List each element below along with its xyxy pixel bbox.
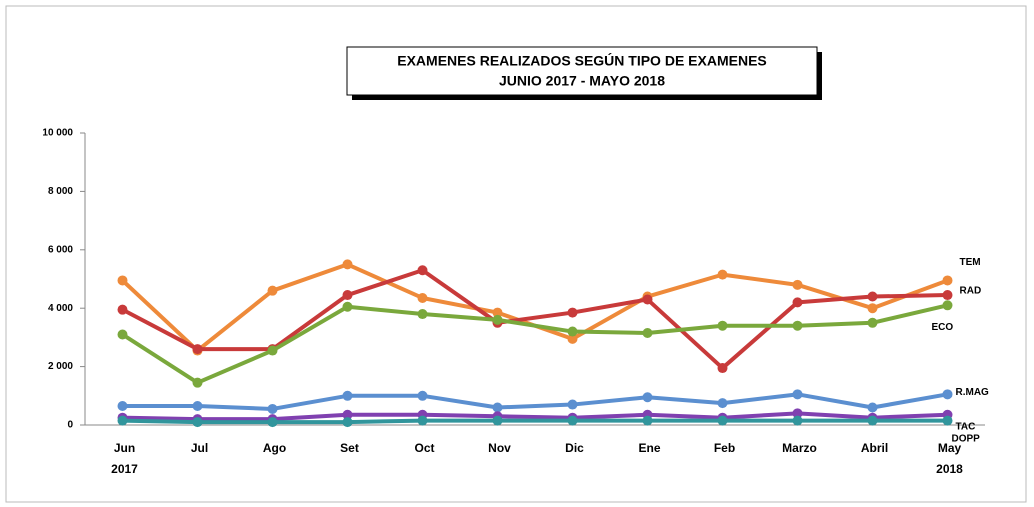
point [342, 290, 353, 301]
series-label: R.MAG [956, 387, 990, 398]
point [867, 303, 878, 314]
series-line [121, 268, 948, 371]
point [267, 285, 278, 296]
point [867, 291, 878, 302]
point [192, 344, 203, 355]
y-tick-label: 2 000 [48, 361, 73, 372]
point [642, 294, 653, 305]
point [792, 297, 803, 308]
year-label: 2017 [111, 462, 138, 476]
point [867, 415, 878, 426]
point [942, 415, 953, 426]
point [192, 417, 203, 428]
point [192, 377, 203, 388]
x-tick-label: Ene [638, 441, 660, 455]
point [792, 408, 803, 419]
x-tick-label: Jun [114, 441, 135, 455]
point [942, 275, 953, 286]
point [942, 389, 953, 400]
point [267, 417, 278, 428]
point [717, 269, 728, 280]
series-label: ECO [932, 322, 954, 333]
series-label: TEM [960, 257, 981, 268]
point [942, 300, 953, 311]
point [342, 301, 353, 312]
point [492, 314, 503, 325]
title-box [346, 46, 818, 96]
point [867, 317, 878, 328]
y-tick-label: 8 000 [48, 186, 73, 197]
point [342, 417, 353, 428]
point [567, 415, 578, 426]
point [717, 415, 728, 426]
point [117, 304, 128, 315]
x-tick-label: Feb [714, 441, 735, 455]
point [717, 363, 728, 374]
point [792, 389, 803, 400]
series-line [122, 418, 948, 425]
x-tick-label: May [938, 441, 962, 455]
point [342, 409, 353, 420]
y-tick-label: 4 000 [48, 303, 73, 314]
point [267, 345, 278, 356]
chart-subtitle: JUNIO 2017 - MAYO 2018 [499, 73, 665, 89]
y-tick-label: 10 000 [42, 128, 73, 139]
point [792, 320, 803, 331]
point [567, 307, 578, 318]
point [792, 279, 803, 290]
x-tick-label: Dic [565, 441, 584, 455]
point [342, 390, 353, 401]
point [717, 398, 728, 409]
point [717, 320, 728, 331]
point [942, 290, 953, 301]
x-tick-label: Ago [263, 441, 286, 455]
point [567, 399, 578, 410]
y-tick-label: 0 [67, 420, 73, 431]
x-tick-label: Set [340, 441, 359, 455]
chart-title: EXAMENES REALIZADOS SEGÚN TIPO DE EXAMEN… [397, 52, 767, 69]
point [117, 329, 128, 340]
point [117, 275, 128, 286]
point [417, 265, 428, 276]
series-line [122, 411, 948, 422]
x-tick-label: Abril [861, 441, 888, 455]
point [417, 390, 428, 401]
point [117, 415, 128, 426]
point [117, 401, 128, 412]
point [342, 259, 353, 270]
x-tick-label: Oct [414, 441, 434, 455]
y-tick-label: 6 000 [48, 244, 73, 255]
series-line [122, 392, 948, 411]
x-tick-label: Jul [191, 441, 208, 455]
x-tick-label: Nov [488, 441, 511, 455]
point [492, 415, 503, 426]
point [417, 309, 428, 320]
x-tick-label: Marzo [782, 441, 817, 455]
point [567, 326, 578, 337]
point [192, 401, 203, 412]
point [492, 402, 503, 413]
series-label: DOPP [952, 433, 981, 444]
point [567, 333, 578, 344]
series-label: RAD [960, 286, 982, 297]
point [642, 328, 653, 339]
point [642, 415, 653, 426]
year-label: 2018 [936, 462, 963, 476]
series-line [121, 303, 948, 385]
point [267, 403, 278, 414]
point [417, 415, 428, 426]
point [867, 402, 878, 413]
point [642, 392, 653, 403]
point [792, 415, 803, 426]
point [492, 307, 503, 318]
series-label: TAC [956, 421, 976, 432]
point [417, 292, 428, 303]
